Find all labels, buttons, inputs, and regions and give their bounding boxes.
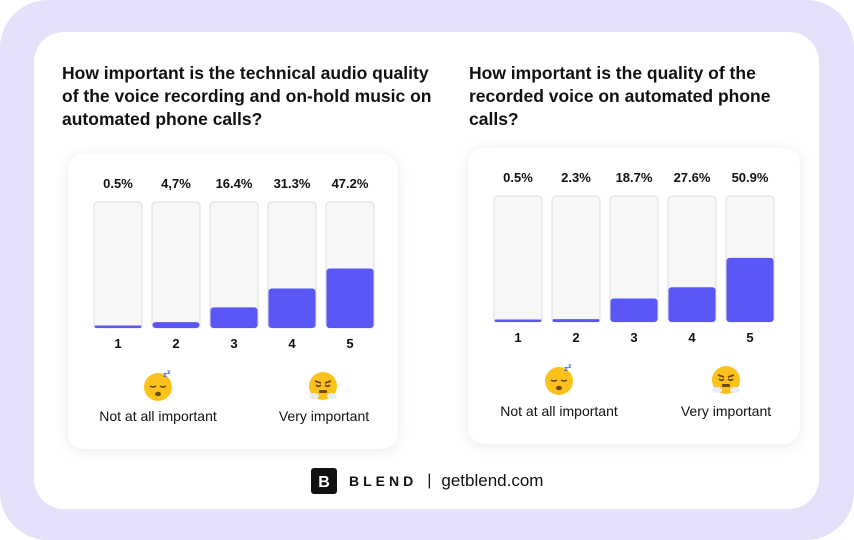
infographic-card: How important is the technical audio qua…	[34, 32, 819, 509]
sleeping-face-icon: z z	[141, 368, 175, 402]
category-label: 2	[572, 330, 579, 345]
bar-4	[668, 287, 716, 322]
bar-1	[494, 319, 542, 322]
chart-1-bars-svg: 0.5% 1 4,7% 2 16.4% 3 31.3% 4 47.2% 5	[93, 176, 375, 351]
svg-text:z: z	[167, 369, 171, 376]
steam-from-nose-icon	[709, 362, 743, 396]
bar-track	[93, 201, 143, 329]
chart-1-panel: 0.5% 1 4,7% 2 16.4% 3 31.3% 4 47.2% 5 z z	[68, 154, 398, 449]
brand-name: BLEND	[349, 473, 418, 489]
bar-value-label: 16.4%	[216, 176, 253, 191]
bar-value-label: 2.3%	[561, 170, 591, 185]
footer-separator: |	[427, 472, 432, 489]
chart-1-high-label: Very important	[278, 408, 370, 424]
bar-4	[268, 288, 316, 328]
svg-text:z: z	[564, 365, 568, 373]
bar-value-label: 27.6%	[674, 170, 711, 185]
bar-3	[210, 307, 258, 328]
bar-value-label: 18.7%	[616, 170, 653, 185]
steam-from-nose-icon	[306, 368, 340, 402]
chart-2-title: How important is the quality of the reco…	[469, 63, 771, 129]
category-label: 2	[172, 336, 179, 351]
bar-value-label: 31.3%	[274, 176, 311, 191]
bar-5	[726, 257, 774, 322]
category-label: 4	[688, 330, 696, 345]
bar-value-label: 0.5%	[103, 176, 133, 191]
bar-value-label: 0.5%	[503, 170, 533, 185]
blend-logo-icon: B	[311, 468, 337, 494]
category-label: 5	[746, 330, 753, 345]
website-link[interactable]: getblend.com	[441, 471, 544, 490]
bar-3	[610, 298, 658, 322]
bar-value-label: 4,7%	[161, 176, 191, 191]
bar-value-label: 47.2%	[332, 176, 369, 191]
sleeping-face-icon: z z	[542, 362, 576, 396]
bar-5	[326, 268, 374, 328]
chart-2-bars-svg: 0.5% 1 2.3% 2 18.7% 3 27.6% 4 50.9% 5	[493, 170, 775, 345]
logo-letter: B	[318, 474, 330, 490]
category-label: 3	[230, 336, 237, 351]
category-label: 4	[288, 336, 296, 351]
chart-2-high-label: Very important	[680, 403, 772, 419]
footer-branding: B BLEND | getblend.com	[311, 466, 543, 496]
chart-1-low-label: Not at all important	[99, 408, 217, 424]
chart-2-panel: 0.5% 1 2.3% 2 18.7% 3 27.6% 4 50.9% 5 z z	[468, 148, 800, 444]
bar-track	[551, 195, 601, 323]
bar-track	[151, 201, 201, 329]
category-label: 1	[114, 336, 121, 351]
bar-1	[94, 325, 142, 328]
svg-text:z: z	[163, 371, 167, 379]
chart-2-low-label: Not at all important	[500, 403, 618, 419]
bar-2	[152, 322, 200, 328]
bar-value-label: 50.9%	[732, 170, 769, 185]
category-label: 5	[346, 336, 353, 351]
svg-text:z: z	[568, 363, 572, 370]
bar-track	[493, 195, 543, 323]
chart-1-title: How important is the technical audio qua…	[62, 63, 432, 129]
category-label: 1	[514, 330, 521, 345]
bar-2	[552, 319, 600, 322]
category-label: 3	[630, 330, 637, 345]
